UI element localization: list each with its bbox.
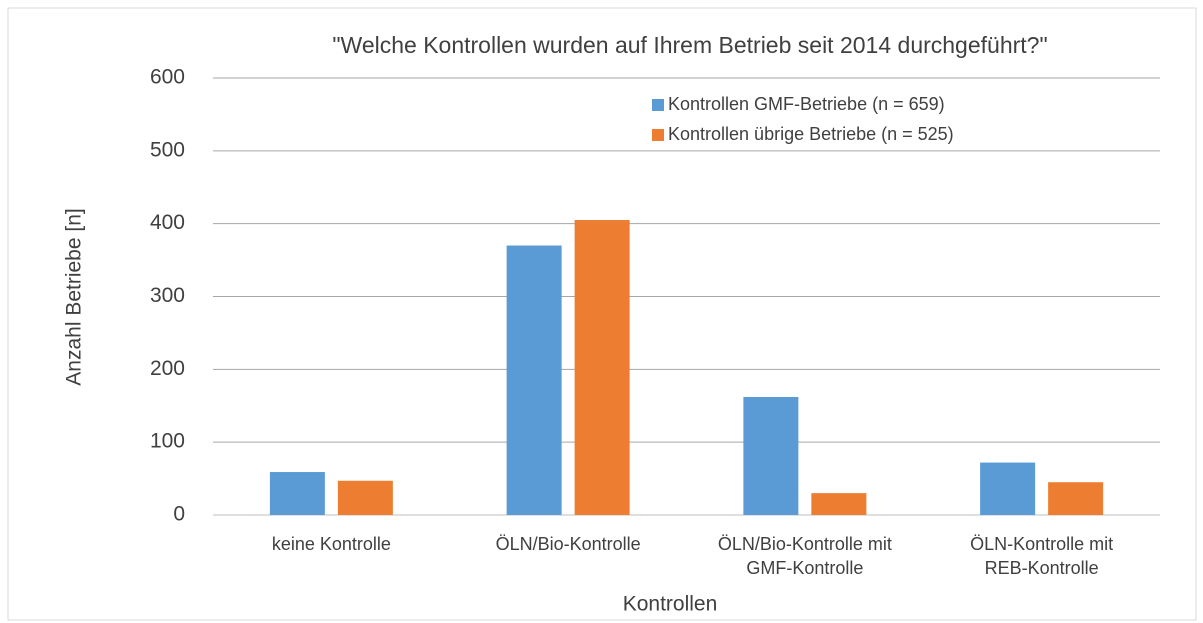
- x-tick-line: REB-Kontrolle: [985, 558, 1099, 578]
- y-axis-label: Anzahl Betriebe [n]: [63, 208, 86, 385]
- y-tick-label: 400: [150, 211, 185, 234]
- bar: [574, 220, 630, 515]
- legend-swatch: [652, 129, 664, 141]
- bar: [269, 472, 325, 515]
- y-tick-label: 0: [173, 503, 185, 526]
- x-tick-label: ÖLN-Kontrolle mit REB-Kontrolle: [970, 534, 1113, 578]
- bar: [811, 493, 867, 515]
- x-axis-label: Kontrollen: [623, 593, 718, 616]
- bar: [1048, 482, 1104, 515]
- bar: [506, 245, 562, 515]
- y-tick-label: 100: [150, 430, 185, 453]
- bar: [743, 397, 799, 515]
- chart-title: "Welche Kontrollen wurden auf Ihrem Betr…: [332, 32, 1047, 58]
- x-tick-line: GMF-Kontrolle: [746, 558, 863, 578]
- x-tick-label: ÖLN/Bio-Kontrolle mit GMF-Kontrolle: [718, 534, 892, 578]
- bar: [980, 462, 1036, 515]
- legend-label: Kontrollen GMF-Betriebe (n = 659): [668, 94, 945, 114]
- bar: [337, 480, 393, 515]
- x-tick-line: ÖLN-Kontrolle mit: [970, 534, 1113, 554]
- legend-swatch: [652, 99, 664, 111]
- x-tick-line: ÖLN/Bio-Kontrolle mit: [718, 534, 892, 554]
- y-tick-label: 200: [150, 357, 185, 380]
- legend-label: Kontrollen übrige Betriebe (n = 525): [668, 124, 954, 144]
- y-tick-label: 500: [150, 138, 185, 161]
- x-tick-label: keine Kontrolle: [272, 534, 391, 554]
- x-tick-label: ÖLN/Bio-Kontrolle: [496, 534, 641, 554]
- y-tick-label: 600: [150, 66, 185, 89]
- y-tick-label: 300: [150, 284, 185, 307]
